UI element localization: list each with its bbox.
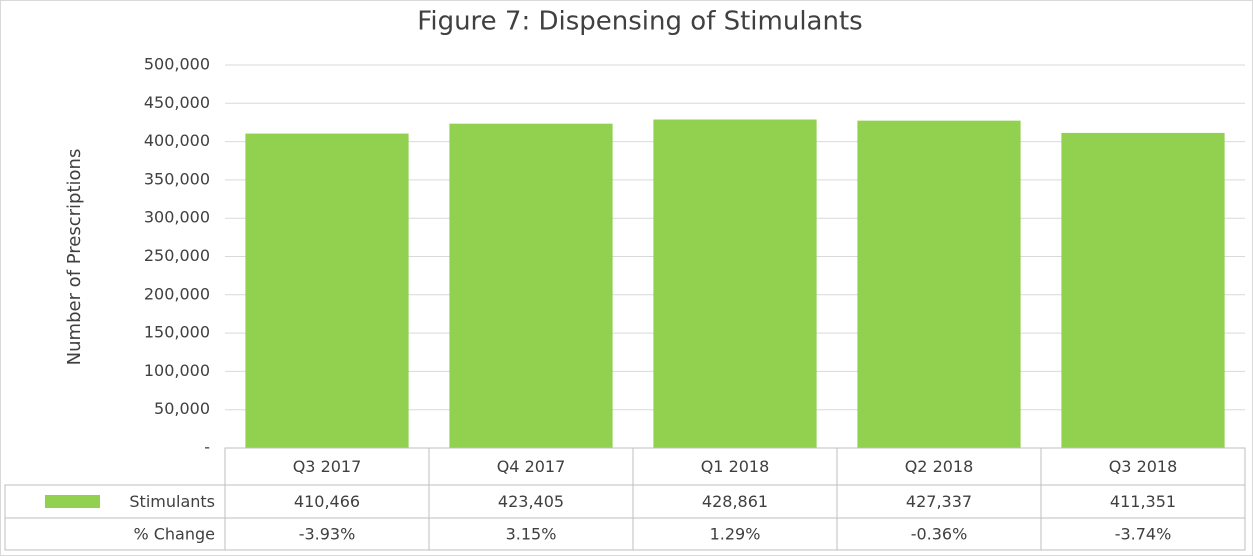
chart-title: Figure 7: Dispensing of Stimulants — [417, 7, 862, 37]
x-tick-label: Q3 2017 — [293, 457, 362, 476]
x-tick-label: Q2 2018 — [905, 457, 974, 476]
bar — [449, 123, 613, 449]
y-tick-label: 50,000 — [154, 399, 210, 418]
table-value: 3.15% — [506, 525, 557, 544]
legend-swatch — [45, 495, 100, 508]
x-tick-label: Q3 2018 — [1109, 457, 1178, 476]
row-label: % Change — [133, 525, 215, 544]
y-tick-label: - — [204, 438, 210, 457]
table-value: 1.29% — [710, 525, 761, 544]
y-tick-label: 250,000 — [144, 246, 210, 265]
y-axis-label: Number of Prescriptions — [64, 149, 85, 366]
y-tick-label: 450,000 — [144, 93, 210, 112]
table-value: -0.36% — [911, 525, 968, 544]
y-tick-label: 200,000 — [144, 284, 210, 303]
legend-label: Stimulants — [129, 492, 215, 511]
y-tick-label: 500,000 — [144, 55, 210, 74]
y-tick-label: 350,000 — [144, 169, 210, 188]
y-tick-label: 100,000 — [144, 361, 210, 380]
table-value: 427,337 — [906, 492, 972, 511]
table-cell — [4, 517, 226, 551]
bar — [245, 133, 409, 448]
bar — [1061, 132, 1225, 448]
table-value: 410,466 — [294, 492, 360, 511]
table-value: 411,351 — [1110, 492, 1176, 511]
x-tick-label: Q1 2018 — [701, 457, 770, 476]
y-tick-label: 300,000 — [144, 208, 210, 227]
y-tick-label: 400,000 — [144, 131, 210, 150]
table-value: -3.74% — [1115, 525, 1172, 544]
bar — [653, 119, 817, 448]
y-tick-label: 150,000 — [144, 323, 210, 342]
table-value: 428,861 — [702, 492, 768, 511]
x-tick-label: Q4 2017 — [497, 457, 566, 476]
table-cell — [1040, 517, 1246, 551]
table-value: -3.93% — [299, 525, 356, 544]
table-value: 423,405 — [498, 492, 564, 511]
bar — [857, 120, 1021, 449]
